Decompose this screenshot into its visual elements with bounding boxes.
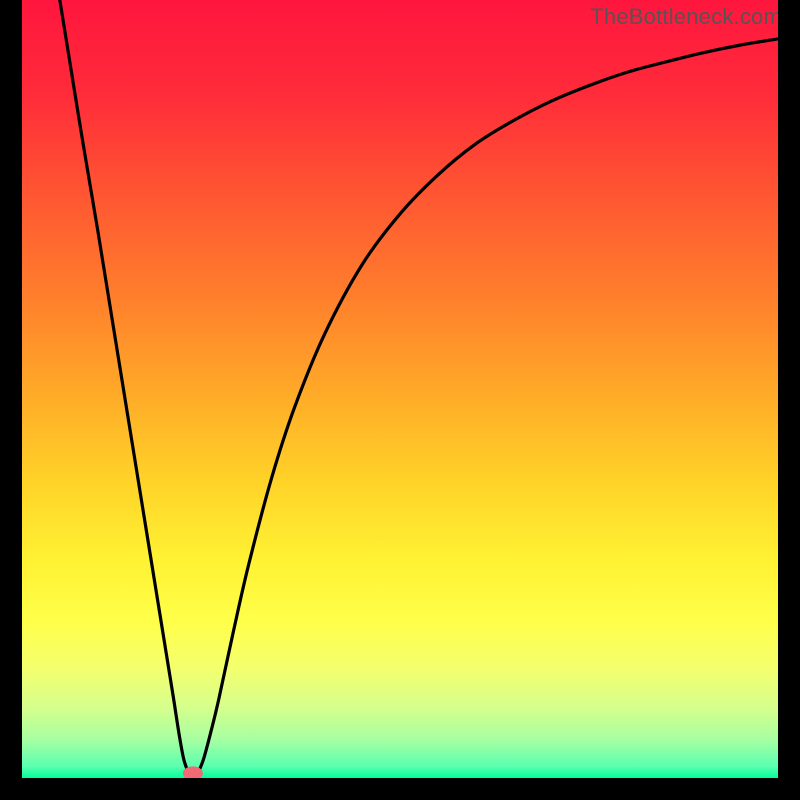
curve-layer xyxy=(22,0,778,778)
bottleneck-curve xyxy=(60,0,778,776)
frame-left xyxy=(0,0,22,800)
frame-bottom xyxy=(0,778,800,800)
watermark-text: TheBottleneck.com xyxy=(590,4,782,30)
plot-area xyxy=(22,0,778,778)
frame-right xyxy=(778,0,800,800)
